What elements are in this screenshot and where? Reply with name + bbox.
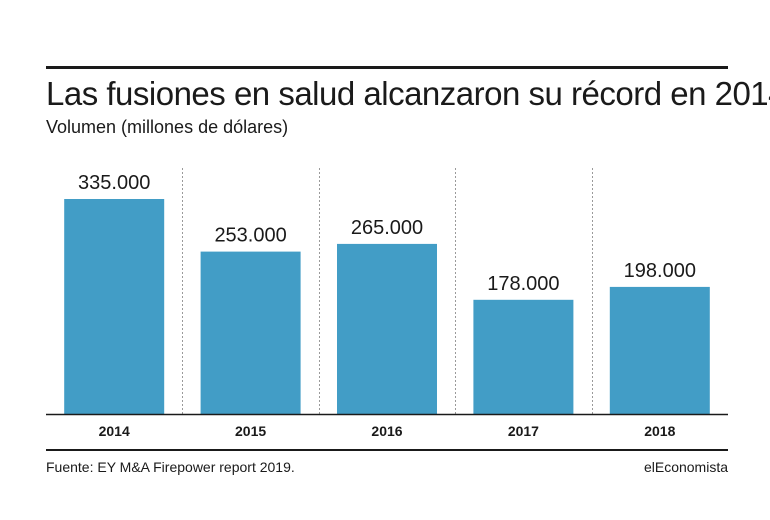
value-label-2014: 335.000 (78, 172, 150, 194)
value-label-2016: 265.000 (351, 217, 423, 239)
bar-2016 (337, 243, 437, 414)
bar-2014 (64, 199, 165, 414)
bars (64, 199, 710, 414)
bar-2015 (200, 251, 301, 414)
chart-title: Las fusiones en salud alcanzaron su réco… (46, 75, 770, 112)
value-label-2015: 253.000 (214, 225, 286, 247)
bar-2017 (473, 299, 574, 414)
x-tick-label-2014: 2014 (99, 423, 130, 439)
value-label-2018: 198.000 (624, 260, 696, 282)
x-tick-label-2016: 2016 (371, 423, 402, 439)
bar-chart: 335.000 253.000 265.000 178.000 198.000 2014… (46, 168, 728, 439)
x-tick-label-2017: 2017 (508, 423, 539, 439)
value-label-2017: 178.000 (487, 273, 559, 295)
x-tick-label-2018: 2018 (644, 423, 675, 439)
top-rule (46, 66, 728, 69)
brand-logo-text: elEconomista (643, 459, 728, 475)
x-tick-label-2015: 2015 (235, 423, 266, 439)
value-labels: 335.000 253.000 265.000 178.000 198.000 (78, 172, 696, 295)
bottom-rule (46, 449, 728, 451)
chart-subtitle: Volumen (millones de dólares) (46, 117, 289, 137)
source-note: Fuente: EY M&A Firepower report 2019. (46, 459, 295, 475)
column-dividers (182, 168, 593, 414)
x-tick-labels: 2014 2015 2016 2017 2018 (99, 423, 676, 439)
bar-2018 (609, 286, 710, 414)
